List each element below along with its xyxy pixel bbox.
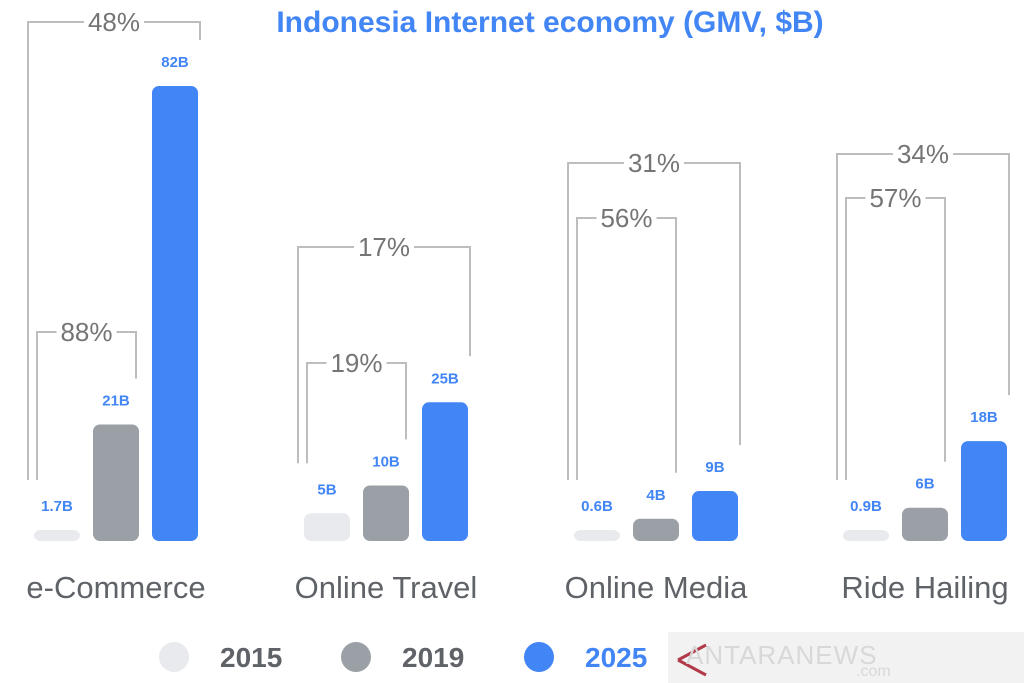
value-label: 25B	[431, 370, 459, 387]
legend-label-2025: 2025	[585, 642, 647, 673]
bar-2025-2	[692, 491, 738, 541]
cagr-inner-3-label: 57%	[869, 183, 921, 213]
value-label: 4B	[646, 487, 665, 504]
value-label: 21B	[102, 392, 130, 409]
cagr-outer-1-label: 17%	[358, 232, 410, 262]
bar-2025-1	[422, 402, 468, 541]
antara-logo-icon	[677, 643, 707, 677]
value-label: 1.7B	[41, 498, 73, 515]
cagr-outer-1-left-line	[297, 246, 354, 464]
cagr-outer-3-label: 34%	[897, 139, 949, 169]
value-labels-group: 1.7B 21B 82B 5B 10B 25B 0.6B 4B 9B 0.9B 6B 18B	[41, 54, 998, 515]
cagr-inner-2-label: 56%	[600, 203, 652, 233]
cagr-outer-3-left-line	[836, 153, 893, 480]
legend-label-2019: 2019	[402, 642, 464, 673]
cagr-inner-0-label: 88%	[60, 317, 112, 347]
cagr-inner-1-left-line	[306, 362, 327, 464]
cagr-outer-1-right-line	[414, 246, 471, 357]
cagr-outer-3-right-line	[953, 153, 1010, 396]
cagr-outer-2-left-line	[567, 162, 624, 480]
cagr-inner-1-right-line	[386, 362, 407, 440]
cagr-brackets: 48% 88% 17% 19% 31% 56% 34% 57%	[27, 7, 1010, 480]
watermark-text: ANTARANEWS	[686, 640, 878, 670]
cagr-outer-0-label: 48%	[88, 7, 140, 37]
cagr-outer-2-label: 31%	[628, 148, 680, 178]
value-label: 0.9B	[850, 498, 882, 515]
category-label: Ride Hailing	[841, 570, 1008, 605]
bar-2015-1	[304, 513, 350, 541]
legend-marker-2019	[341, 642, 371, 672]
cagr-inner-0-left-line	[36, 331, 57, 480]
legend-marker-2025	[524, 642, 554, 672]
value-label: 9B	[705, 459, 724, 476]
watermark-subtext: .com	[856, 663, 891, 680]
bar-2015-3	[843, 530, 889, 541]
watermark-backdrop	[668, 632, 1024, 683]
value-label: 0.6B	[581, 498, 613, 515]
bar-2019-0	[93, 424, 139, 541]
value-label: 10B	[372, 454, 400, 471]
value-label: 82B	[161, 54, 189, 71]
value-label: 18B	[970, 409, 998, 426]
bar-2025-0	[152, 86, 198, 541]
cagr-inner-0-right-line	[116, 331, 137, 379]
cagr-inner-1-label: 19%	[330, 348, 382, 378]
category-label: Online Media	[565, 570, 748, 605]
cagr-inner-2-left-line	[576, 217, 597, 480]
bar-2019-2	[633, 518, 679, 541]
legend-marker-2015	[159, 642, 189, 672]
cagr-outer-0-right-line	[144, 21, 201, 40]
category-labels-group: e-Commerce Online Travel Online Media Ride …	[26, 570, 1008, 605]
cagr-outer-0-left-line	[27, 21, 84, 480]
value-label: 6B	[915, 476, 934, 493]
category-label: Online Travel	[295, 570, 478, 605]
cagr-inner-3-left-line	[845, 197, 866, 480]
chart-title: Indonesia Internet economy (GMV, $B)	[276, 6, 823, 39]
cagr-inner-2-right-line	[656, 217, 677, 473]
cagr-outer-2-right-line	[684, 162, 741, 446]
bar-2025-3	[961, 441, 1007, 541]
bar-2015-2	[574, 530, 620, 541]
bars-group	[34, 86, 1007, 541]
legend-label-2015: 2015	[220, 642, 282, 673]
bar-2015-0	[34, 530, 80, 541]
category-label: e-Commerce	[26, 570, 205, 605]
value-label: 5B	[317, 481, 336, 498]
bar-2019-1	[363, 485, 409, 541]
bar-2019-3	[902, 507, 948, 541]
cagr-inner-3-right-line	[925, 197, 946, 462]
